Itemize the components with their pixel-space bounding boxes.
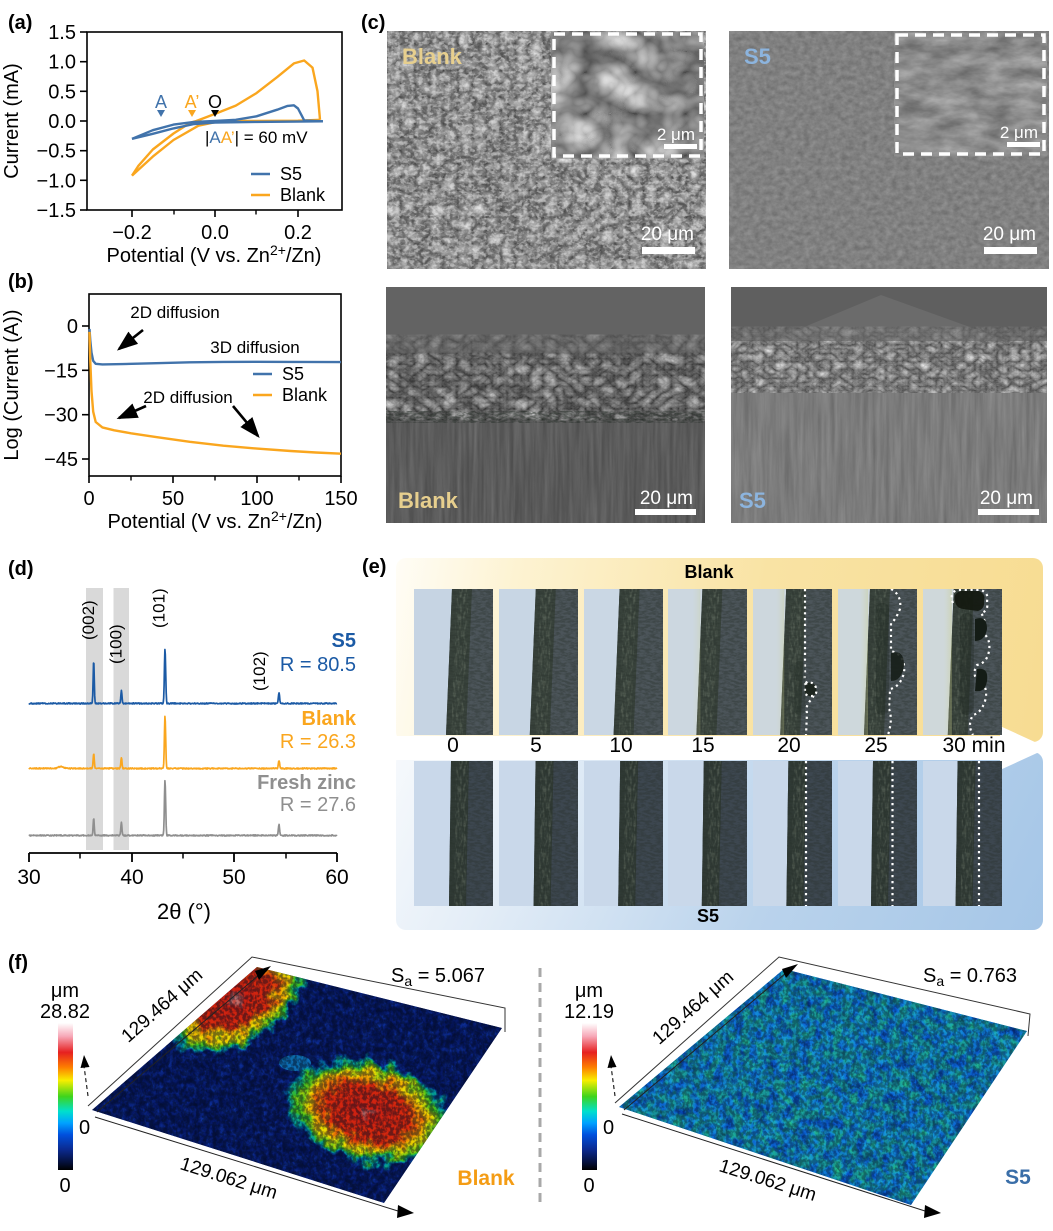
- svg-text:Current (mA): Current (mA): [1, 63, 23, 179]
- svg-text:Blank: Blank: [457, 1167, 515, 1190]
- svg-text:R = 26.3: R = 26.3: [280, 731, 356, 753]
- svg-text:−0.2: −0.2: [112, 222, 151, 244]
- svg-text:S5: S5: [280, 164, 302, 184]
- svg-text:0.5: 0.5: [48, 81, 76, 103]
- svg-text:−45: −45: [44, 449, 78, 471]
- svg-text:−30: −30: [44, 405, 78, 427]
- svg-text:Sa = 5.067: Sa = 5.067: [391, 965, 485, 989]
- svg-text:R = 27.6: R = 27.6: [280, 794, 356, 816]
- svg-text:0.0: 0.0: [201, 222, 229, 244]
- svg-text:30: 30: [17, 866, 40, 889]
- svg-text:60: 60: [325, 866, 348, 889]
- svg-text:0: 0: [583, 1175, 594, 1197]
- svg-text:Log (Current (A)): Log (Current (A)): [1, 309, 23, 460]
- svg-text:O: O: [208, 92, 222, 112]
- svg-text:μm: μm: [575, 980, 603, 1002]
- svg-text:(002): (002): [79, 600, 98, 640]
- svg-text:0: 0: [79, 1117, 90, 1139]
- svg-text:−15: −15: [44, 360, 78, 382]
- svg-text:Fresh zinc: Fresh zinc: [257, 772, 356, 794]
- svg-text:(102): (102): [250, 651, 269, 691]
- svg-text:50: 50: [162, 488, 184, 510]
- svg-text:1.0: 1.0: [48, 52, 76, 74]
- svg-text:150: 150: [324, 488, 357, 510]
- svg-text:3D diffusion: 3D diffusion: [210, 338, 299, 357]
- svg-text:−0.5: −0.5: [37, 141, 76, 163]
- svg-text:S5: S5: [739, 488, 766, 513]
- svg-text:S5: S5: [332, 630, 356, 652]
- svg-text:100: 100: [240, 488, 273, 510]
- svg-text:0: 0: [83, 488, 94, 510]
- svg-text:0.2: 0.2: [284, 222, 312, 244]
- svg-text:−1.0: −1.0: [37, 170, 76, 192]
- svg-text:S5: S5: [744, 44, 771, 69]
- svg-text:2D diffusion: 2D diffusion: [143, 388, 232, 407]
- svg-text:2D diffusion: 2D diffusion: [130, 303, 219, 322]
- svg-text:Sa = 0.763: Sa = 0.763: [923, 965, 1017, 989]
- svg-text:S5: S5: [1005, 1166, 1031, 1189]
- svg-text:(101): (101): [150, 588, 169, 628]
- svg-text:2 μm: 2 μm: [1000, 123, 1038, 142]
- svg-text:40: 40: [120, 866, 143, 889]
- svg-text:50: 50: [222, 866, 245, 889]
- svg-text:Blank: Blank: [302, 708, 357, 730]
- svg-text:Blank: Blank: [402, 44, 463, 69]
- svg-text:A’: A’: [185, 92, 200, 112]
- svg-text:0: 0: [603, 1117, 614, 1139]
- svg-text:1.5: 1.5: [48, 22, 76, 44]
- svg-text:20 μm: 20 μm: [980, 488, 1033, 509]
- svg-text:28.82: 28.82: [40, 1001, 90, 1023]
- svg-text:S5: S5: [282, 364, 304, 384]
- svg-text:12.19: 12.19: [564, 1001, 614, 1023]
- svg-text:Potential (V vs. Zn2+/Zn): Potential (V vs. Zn2+/Zn): [107, 242, 322, 267]
- svg-text:0.0: 0.0: [48, 111, 76, 133]
- svg-text:Blank: Blank: [280, 185, 326, 205]
- svg-text:0: 0: [67, 316, 78, 338]
- svg-text:A: A: [155, 92, 167, 112]
- svg-text:μm: μm: [51, 980, 79, 1002]
- svg-text:20 μm: 20 μm: [641, 224, 694, 245]
- svg-text:−1.5: −1.5: [37, 200, 76, 222]
- svg-text:Potential (V vs. Zn2+/Zn): Potential (V vs. Zn2+/Zn): [108, 508, 323, 533]
- svg-text:Blank: Blank: [282, 385, 328, 405]
- svg-text:2 μm: 2 μm: [657, 125, 695, 144]
- svg-text:20 μm: 20 μm: [983, 224, 1036, 245]
- svg-text:|AA’| = 60 mV: |AA’| = 60 mV: [205, 128, 308, 147]
- svg-text:R = 80.5: R = 80.5: [280, 654, 356, 676]
- svg-text:0: 0: [59, 1175, 70, 1197]
- svg-text:20 μm: 20 μm: [640, 488, 693, 509]
- svg-text:Blank: Blank: [398, 488, 459, 513]
- svg-text:(100): (100): [107, 624, 126, 664]
- svg-text:2θ (°): 2θ (°): [157, 899, 211, 924]
